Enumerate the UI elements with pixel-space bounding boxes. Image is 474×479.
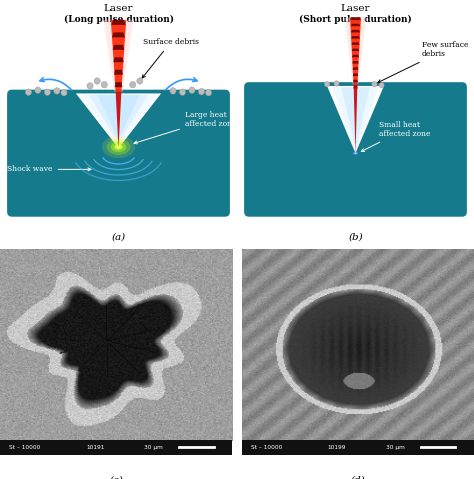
Polygon shape — [116, 92, 121, 148]
Polygon shape — [97, 95, 140, 139]
Polygon shape — [354, 85, 357, 153]
FancyBboxPatch shape — [7, 90, 230, 217]
Text: Surface debris: Surface debris — [142, 38, 199, 78]
Polygon shape — [341, 87, 370, 148]
Circle shape — [324, 81, 330, 87]
FancyArrowPatch shape — [40, 78, 72, 90]
Circle shape — [61, 90, 67, 96]
Polygon shape — [345, 17, 366, 85]
Polygon shape — [249, 87, 462, 212]
Text: Small heat
affected zone: Small heat affected zone — [361, 121, 431, 151]
Text: Large heat
affected zone: Large heat affected zone — [134, 111, 237, 144]
Text: Laser: Laser — [341, 4, 370, 13]
Polygon shape — [111, 20, 126, 25]
Text: (d): (d) — [351, 476, 365, 479]
Text: St – 10000: St – 10000 — [9, 445, 41, 450]
Polygon shape — [352, 61, 359, 64]
Circle shape — [180, 89, 186, 95]
Polygon shape — [351, 30, 360, 33]
Text: (Short pulse duration): (Short pulse duration) — [299, 15, 412, 24]
Circle shape — [189, 87, 195, 93]
Polygon shape — [327, 86, 384, 153]
Polygon shape — [351, 36, 360, 39]
Polygon shape — [350, 17, 361, 20]
Polygon shape — [89, 95, 148, 144]
Ellipse shape — [114, 144, 123, 150]
Ellipse shape — [107, 139, 130, 155]
Circle shape — [334, 80, 339, 86]
Circle shape — [206, 90, 211, 96]
Text: 30 μm: 30 μm — [144, 445, 163, 450]
Text: (a): (a) — [111, 232, 126, 241]
Text: (c): (c) — [109, 444, 123, 453]
Text: Shock wave: Shock wave — [7, 165, 91, 173]
Text: 30 μm: 30 μm — [386, 445, 405, 450]
Text: (c): (c) — [109, 476, 123, 479]
Circle shape — [199, 89, 205, 95]
Polygon shape — [352, 48, 359, 51]
Ellipse shape — [111, 142, 126, 152]
Circle shape — [94, 78, 100, 84]
Ellipse shape — [102, 136, 135, 158]
Circle shape — [137, 78, 143, 84]
Text: (b): (b) — [348, 232, 363, 241]
Circle shape — [45, 89, 51, 95]
Polygon shape — [353, 67, 358, 70]
Circle shape — [379, 82, 384, 88]
Polygon shape — [104, 20, 133, 92]
Bar — [242, 440, 474, 455]
Text: St – 10000: St – 10000 — [251, 445, 283, 450]
Bar — [0, 440, 232, 455]
Polygon shape — [352, 55, 359, 57]
Circle shape — [26, 89, 31, 95]
Ellipse shape — [355, 153, 356, 154]
FancyArrowPatch shape — [165, 78, 197, 90]
Ellipse shape — [117, 146, 120, 148]
Text: 10191: 10191 — [86, 445, 104, 450]
Polygon shape — [351, 23, 360, 26]
Text: Laser: Laser — [104, 4, 133, 13]
Polygon shape — [115, 82, 122, 87]
Polygon shape — [113, 57, 124, 62]
Polygon shape — [112, 33, 125, 37]
Polygon shape — [12, 95, 225, 212]
Text: (Long pulse duration): (Long pulse duration) — [64, 15, 173, 24]
Polygon shape — [351, 42, 360, 45]
Polygon shape — [353, 80, 358, 82]
Text: Few surface
debris: Few surface debris — [378, 41, 468, 82]
Polygon shape — [353, 73, 358, 76]
Circle shape — [372, 81, 377, 87]
Polygon shape — [111, 20, 126, 92]
Text: 10199: 10199 — [328, 445, 346, 450]
Polygon shape — [113, 45, 124, 50]
Circle shape — [130, 81, 136, 88]
FancyBboxPatch shape — [244, 82, 467, 217]
Circle shape — [87, 83, 93, 89]
Circle shape — [101, 81, 107, 88]
Circle shape — [54, 88, 60, 94]
Circle shape — [35, 87, 41, 93]
Polygon shape — [80, 95, 157, 148]
Polygon shape — [114, 70, 123, 75]
Circle shape — [170, 88, 176, 94]
Polygon shape — [350, 17, 361, 85]
Ellipse shape — [353, 152, 358, 155]
Polygon shape — [333, 87, 378, 152]
Polygon shape — [76, 93, 161, 148]
Polygon shape — [353, 86, 358, 89]
